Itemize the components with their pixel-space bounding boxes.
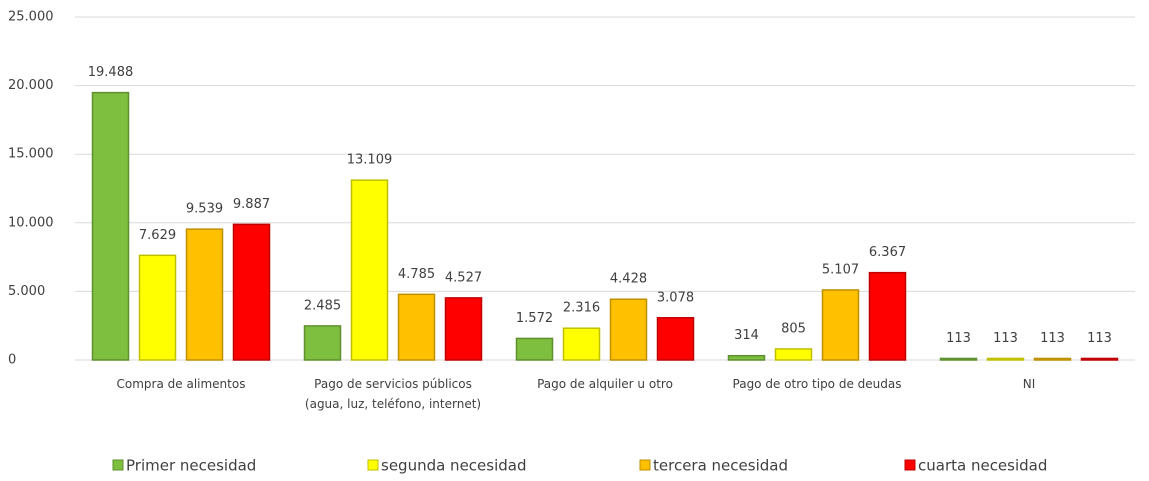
bar xyxy=(232,223,271,361)
y-tick-label: 15.000 xyxy=(8,147,54,162)
bar xyxy=(939,357,978,361)
bar xyxy=(1033,357,1072,361)
legend-marker xyxy=(367,459,379,471)
bar xyxy=(444,297,483,361)
data-label: 2.316 xyxy=(563,301,600,316)
bar xyxy=(303,325,342,361)
data-label: 7.629 xyxy=(139,228,176,243)
bar xyxy=(350,179,389,361)
bar xyxy=(774,348,813,361)
legend-marker xyxy=(904,459,916,471)
data-label: 113 xyxy=(1087,331,1112,346)
data-label: 9.887 xyxy=(233,197,270,212)
data-label: 13.109 xyxy=(347,153,393,168)
y-tick-label: 20.000 xyxy=(8,78,54,93)
data-label: 4.428 xyxy=(610,272,647,287)
data-label: 113 xyxy=(946,331,971,346)
bar xyxy=(609,298,648,361)
data-label: 805 xyxy=(781,321,806,336)
legend-label: segunda necesidad xyxy=(381,457,527,475)
bar xyxy=(986,357,1025,361)
y-tick-label: 0 xyxy=(8,353,16,368)
legend-label: Primer necesidad xyxy=(126,457,256,475)
y-tick-label: 5.000 xyxy=(8,284,45,299)
legend-label: cuarta necesidad xyxy=(918,457,1047,475)
y-tick-label: 25.000 xyxy=(8,10,54,25)
bar xyxy=(515,337,554,361)
x-tick-label: NI xyxy=(1022,377,1036,391)
bar xyxy=(91,91,130,361)
data-label: 2.485 xyxy=(304,298,341,313)
legend-label: tercera necesidad xyxy=(653,457,788,475)
data-label: 4.785 xyxy=(398,267,435,282)
bar xyxy=(727,354,766,361)
x-tick-label: Compra de alimentos xyxy=(116,377,246,391)
data-label: 1.572 xyxy=(516,311,553,326)
data-label: 113 xyxy=(1040,331,1065,346)
legend-marker xyxy=(112,459,124,471)
x-tick-label: Pago de alquiler u otro xyxy=(537,377,673,391)
data-label: 314 xyxy=(734,328,759,343)
x-tick-label: Pago de servicios públicos (agua, luz, t… xyxy=(304,377,482,411)
data-label: 9.539 xyxy=(186,202,223,217)
bar xyxy=(1080,357,1119,361)
bar xyxy=(562,327,601,361)
bar xyxy=(185,228,224,361)
data-label: 4.527 xyxy=(445,270,482,285)
y-tick-label: 10.000 xyxy=(8,215,54,230)
data-label: 5.107 xyxy=(822,262,859,277)
data-label: 3.078 xyxy=(657,290,694,305)
bar xyxy=(821,289,860,361)
data-label: 113 xyxy=(993,331,1018,346)
data-label: 6.367 xyxy=(869,245,906,260)
bar xyxy=(138,254,177,361)
x-tick-label: Pago de otro tipo de deudas xyxy=(732,377,902,391)
bar xyxy=(397,293,436,361)
bar xyxy=(656,317,695,361)
data-label: 19.488 xyxy=(88,65,134,80)
bar xyxy=(868,271,907,361)
legend-marker xyxy=(639,459,651,471)
